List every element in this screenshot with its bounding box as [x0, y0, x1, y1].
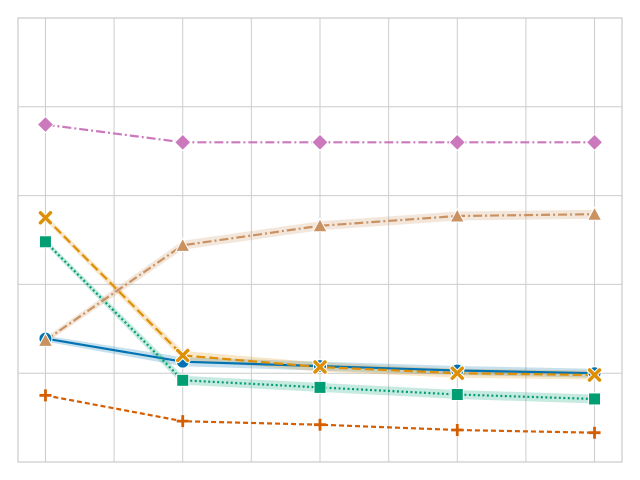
- data-point-plus: [176, 415, 189, 428]
- data-point-x: [450, 366, 465, 380]
- data-point-triangle: [37, 332, 54, 347]
- data-point-triangle: [312, 217, 328, 233]
- series-line: [44, 213, 595, 342]
- data-point-plus: [588, 426, 601, 439]
- data-point-x: [175, 348, 190, 363]
- data-point-diamond: [36, 115, 55, 134]
- data-point-triangle: [586, 206, 603, 221]
- data-point-diamond: [311, 133, 329, 152]
- data-point-triangle: [449, 207, 466, 223]
- data-point-square: [588, 392, 602, 406]
- data-point-square: [313, 380, 327, 394]
- data-point-plus: [314, 418, 326, 431]
- grid: [18, 18, 622, 462]
- data-point-triangle: [174, 237, 191, 252]
- data-point-diamond: [585, 133, 604, 152]
- data-point-x: [38, 211, 53, 225]
- data-point-x: [313, 360, 327, 374]
- data-point-diamond: [448, 133, 466, 152]
- data-point-square: [450, 388, 464, 402]
- data-point-square: [38, 235, 52, 249]
- data-point-plus: [451, 424, 464, 437]
- data-point-diamond: [174, 133, 192, 152]
- series-markers: [36, 115, 604, 439]
- data-point-x: [587, 368, 602, 382]
- data-point-square: [176, 373, 190, 387]
- data-point-plus: [39, 389, 52, 402]
